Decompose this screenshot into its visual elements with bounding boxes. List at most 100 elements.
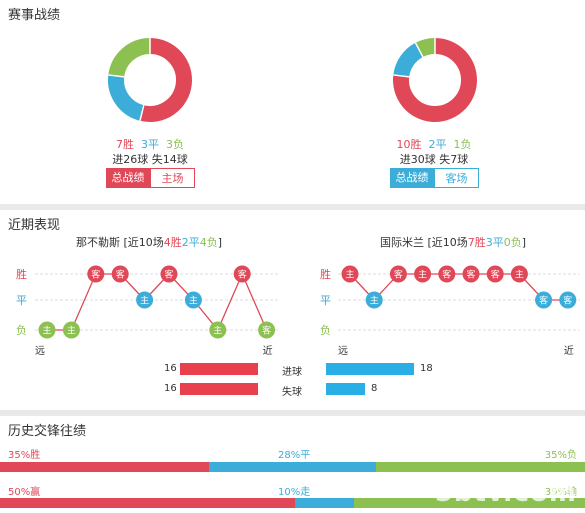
row-label-loss-right: 负 bbox=[320, 323, 331, 337]
left-form-point bbox=[62, 321, 80, 339]
left-form-point bbox=[184, 291, 202, 309]
left-summary-prefix: [近10场 bbox=[123, 236, 164, 249]
right-conceded-value: 8 bbox=[371, 383, 378, 394]
right-summary-prefix: [近10场 bbox=[427, 236, 468, 249]
left-donut-separator bbox=[139, 105, 145, 121]
left-donut-slice-3 bbox=[108, 38, 151, 78]
tab-right-overall[interactable]: 总战绩 bbox=[390, 168, 434, 188]
left-draws: 3平 bbox=[141, 138, 159, 151]
left-venue-label: 客 bbox=[164, 269, 173, 281]
handicap-win-bar bbox=[0, 498, 295, 508]
h2h-draw-label: 28%平 bbox=[278, 450, 311, 461]
row-label-draw-right: 平 bbox=[320, 294, 331, 307]
left-team-name: 那不勒斯 bbox=[76, 236, 120, 249]
right-goals: 进30球 失7球 bbox=[399, 153, 469, 166]
left-record-summary: 7胜 3平 3负 bbox=[90, 136, 210, 152]
right-form-point bbox=[462, 265, 480, 283]
left-venue-label: 客 bbox=[262, 325, 271, 337]
right-form-point bbox=[341, 265, 359, 283]
left-wins: 7胜 bbox=[116, 138, 134, 151]
right-form-draws: 3平 bbox=[485, 236, 504, 249]
right-donut-slice-1 bbox=[393, 38, 477, 122]
right-venue-label: 客 bbox=[466, 269, 475, 281]
right-venue-label: 客 bbox=[394, 269, 403, 281]
h2h-win-label: 35%胜 bbox=[8, 450, 41, 461]
right-donut-separator bbox=[393, 74, 410, 78]
left-venue-label: 主 bbox=[213, 325, 222, 337]
right-near-label: 近 bbox=[564, 344, 574, 357]
left-team-summary: 那不勒斯 [近10场4胜2平4负] bbox=[76, 234, 222, 250]
right-team-summary: 国际米兰 [近10场7胜3平0负] bbox=[380, 234, 526, 250]
handicap-push-bar bbox=[295, 498, 354, 508]
left-goals: 进26球 失14球 bbox=[112, 153, 188, 166]
right-form-point bbox=[510, 265, 528, 283]
left-donut-slice-2 bbox=[108, 74, 145, 121]
right-venue-label: 客 bbox=[539, 295, 548, 307]
h2h-win-bar bbox=[0, 462, 209, 472]
recent-form-chart: 胜胜平 平负 负主 主客 客主客主主客客远 近主主客主客客客主客 客远近 bbox=[16, 265, 580, 357]
left-form-draws: 2平 bbox=[181, 236, 200, 249]
right-wins: 10胜 bbox=[396, 138, 422, 151]
right-draws: 2平 bbox=[428, 138, 447, 151]
h2h-loss-label: 35%负 bbox=[544, 450, 577, 461]
left-form-line bbox=[47, 272, 268, 332]
right-venue-label: 主 bbox=[418, 269, 427, 281]
left-venue-label: 客 bbox=[238, 269, 247, 281]
right-donut-slice-2 bbox=[393, 42, 424, 78]
row-label-draw-left: 平 bbox=[16, 294, 27, 307]
right-donut-chart bbox=[393, 38, 477, 122]
left-venue-label: 客 bbox=[91, 269, 100, 281]
right-venue-label: 主 bbox=[515, 269, 524, 281]
match-record-panel: 赛事战绩 7胜 3平 3负 进26球 失14球 总战绩 主场 10胜 2平 1负… bbox=[0, 0, 585, 204]
right-far-label: 远 bbox=[338, 345, 348, 357]
tab-left-home[interactable]: 主场 bbox=[150, 168, 195, 188]
right-form-point bbox=[414, 265, 432, 283]
left-form-point bbox=[111, 265, 129, 283]
handicap-loss-bar bbox=[354, 498, 585, 508]
left-venue-label: 主 bbox=[42, 325, 51, 337]
h2h-loss-bar bbox=[376, 462, 585, 472]
scored-label: 进球 bbox=[282, 367, 302, 378]
handicap-push-label: 10%走 bbox=[278, 487, 311, 498]
right-losses: 1负 bbox=[453, 138, 472, 151]
left-form-point bbox=[209, 321, 227, 339]
row-label-win-left: 胜 bbox=[16, 267, 27, 281]
left-venue-label: 客 bbox=[116, 269, 125, 281]
left-form-point bbox=[87, 265, 105, 283]
right-conceded-bar bbox=[326, 383, 365, 395]
left-form-wins: 4胜 bbox=[163, 236, 182, 249]
row-label-win-right: 胜 bbox=[320, 267, 331, 281]
left-donut-slice-1 bbox=[139, 38, 192, 122]
right-record-summary: 10胜 2平 1负 bbox=[374, 136, 494, 152]
left-venue-label: 主 bbox=[67, 325, 76, 337]
right-donut-separator bbox=[414, 42, 424, 58]
section-title: 近期表现 bbox=[8, 218, 61, 233]
left-summary-suffix: ] bbox=[217, 236, 223, 249]
tab-right-away[interactable]: 客场 bbox=[434, 168, 479, 188]
right-donut-slice-3 bbox=[415, 38, 436, 58]
right-venue-label: 主 bbox=[370, 295, 379, 307]
right-form-wins: 7胜 bbox=[467, 236, 486, 249]
conceded-label: 失球 bbox=[282, 387, 302, 398]
left-donut-chart bbox=[108, 38, 192, 122]
section-title: 赛事战绩 bbox=[8, 8, 61, 23]
left-venue-label: 主 bbox=[189, 295, 198, 307]
right-form-point bbox=[365, 291, 383, 309]
right-venue-label: 客 bbox=[491, 269, 500, 281]
handicap-win-label: 50%赢 bbox=[8, 487, 41, 498]
right-form-point bbox=[486, 265, 504, 283]
left-form-losses: 4负 bbox=[199, 236, 218, 249]
head-to-head-panel: 历史交锋往绩 35%胜 28%平 35%负 50%赢 10%走 39%输 5bt… bbox=[0, 416, 585, 513]
right-venue-label: 客 bbox=[442, 269, 451, 281]
h2h-draw-bar bbox=[209, 462, 376, 472]
left-conceded-bar bbox=[180, 383, 258, 395]
tab-left-overall[interactable]: 总战绩 bbox=[106, 168, 150, 188]
right-form-point bbox=[389, 265, 407, 283]
left-venue-label: 主 bbox=[140, 295, 149, 307]
watermark: 5btv.com bbox=[434, 478, 577, 508]
right-form-point bbox=[559, 291, 577, 309]
right-form-point bbox=[535, 291, 553, 309]
left-scored-value: 16 bbox=[164, 363, 177, 374]
right-team-name: 国际米兰 bbox=[380, 236, 424, 249]
left-near-label: 近 bbox=[263, 344, 273, 357]
